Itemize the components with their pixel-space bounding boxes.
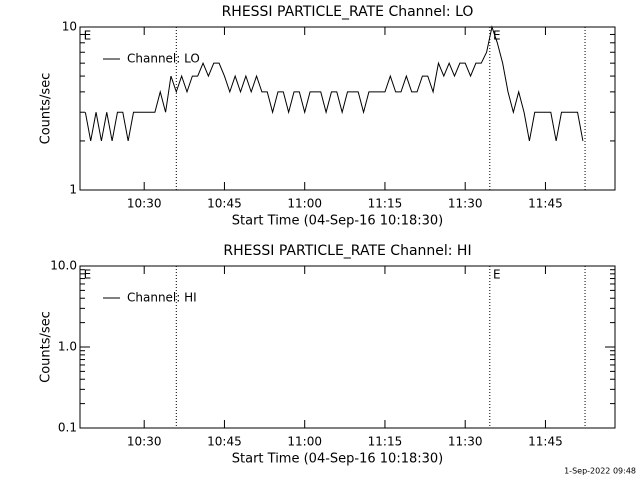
annotation: E — [493, 29, 501, 43]
x-tick-label: 11:00 — [287, 197, 322, 211]
y-axis-label: Counts/sec — [39, 311, 54, 383]
y-tick-label: 10.0 — [50, 259, 77, 273]
footer: 1-Sep-2022 09:48 — [564, 467, 636, 476]
x-tick-label: 11:15 — [368, 197, 403, 211]
legend-label: Channel: LO — [127, 52, 200, 66]
chart-title: RHESSI PARTICLE_RATE Channel: HI — [223, 243, 471, 259]
x-axis-label: Start Time (04-Sep-16 10:18:30) — [232, 452, 443, 467]
y-tick-label: 10 — [62, 20, 77, 34]
y-axis-label: Counts/sec — [39, 73, 54, 145]
chart-title: RHESSI PARTICLE_RATE Channel: LO — [222, 4, 474, 20]
data-line — [84, 25, 584, 142]
y-tick-label: 0.1 — [58, 421, 77, 435]
x-tick-label: 10:45 — [207, 197, 242, 211]
legend-label: Channel: HI — [127, 291, 197, 305]
x-tick-label: 10:45 — [207, 435, 242, 449]
x-tick-label: 11:45 — [528, 197, 563, 211]
annotation: E — [84, 268, 92, 282]
y-tick-label: 1.0 — [58, 340, 77, 354]
annotation: E — [84, 29, 92, 43]
x-axis-label: Start Time (04-Sep-16 10:18:30) — [232, 214, 443, 229]
x-tick-label: 11:30 — [448, 435, 483, 449]
y-tick-label: 1 — [69, 183, 77, 197]
x-tick-label: 10:30 — [127, 197, 162, 211]
x-tick-label: 11:45 — [528, 435, 563, 449]
plot-frame — [79, 26, 616, 191]
x-tick-label: 11:15 — [368, 435, 403, 449]
x-tick-label: 11:30 — [448, 197, 483, 211]
x-tick-label: 11:00 — [287, 435, 322, 449]
x-tick-label: 10:30 — [127, 435, 162, 449]
annotation: E — [493, 268, 501, 282]
